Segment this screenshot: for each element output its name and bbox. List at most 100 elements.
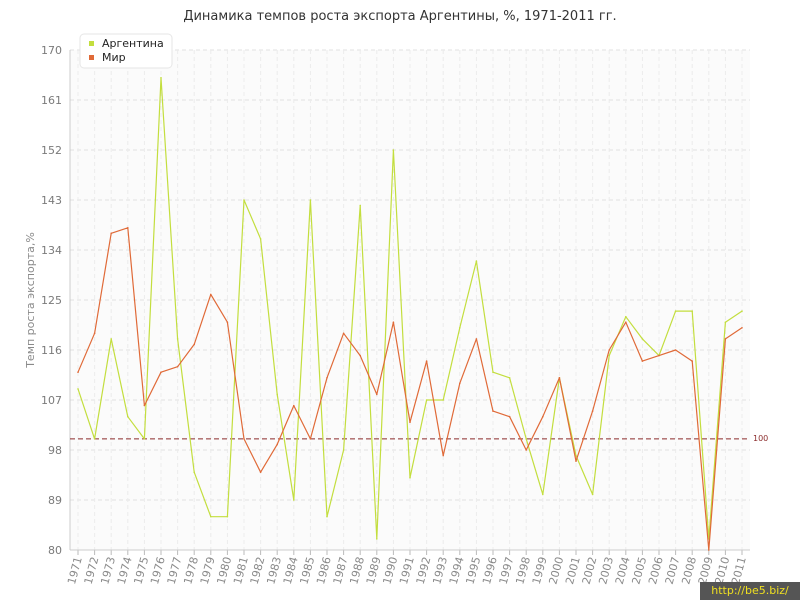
data-point-series-2 — [475, 338, 478, 340]
data-point-series-1 — [741, 310, 743, 312]
y-tick-label: 125 — [41, 294, 62, 307]
data-point-series-1 — [575, 454, 577, 457]
grid — [70, 49, 750, 551]
data-point-series-1 — [492, 371, 494, 374]
data-point-series-1 — [259, 238, 262, 240]
data-point-series-1 — [608, 354, 610, 357]
data-point-series-1 — [591, 493, 594, 496]
data-point-series-1 — [127, 415, 129, 418]
data-point-series-2 — [558, 376, 561, 379]
data-point-series-2 — [409, 421, 411, 424]
data-point-series-2 — [442, 454, 445, 457]
y-tick-label: 170 — [41, 44, 62, 57]
data-point-series-1 — [193, 471, 195, 474]
data-point-series-1 — [425, 399, 428, 401]
data-point-series-2 — [193, 343, 195, 346]
y-tick-label: 107 — [41, 394, 62, 407]
y-tick-label: 98 — [48, 444, 62, 457]
y-axis-label: Темп роста экспорта,% — [24, 232, 37, 369]
data-point-series-2 — [127, 226, 129, 229]
data-point-series-2 — [143, 404, 146, 407]
legend-box — [79, 33, 173, 69]
y-tick-label: 161 — [41, 94, 62, 107]
data-point-series-2 — [226, 321, 229, 324]
data-point-series-2 — [575, 460, 577, 462]
data-point-series-1 — [160, 76, 162, 79]
data-point-series-1 — [691, 310, 693, 312]
data-point-series-1 — [376, 538, 378, 540]
data-point-series-1 — [77, 388, 79, 390]
data-point-series-2 — [359, 354, 362, 357]
data-point-series-2 — [542, 415, 544, 418]
data-point-series-2 — [525, 449, 527, 451]
data-point-series-2 — [342, 332, 345, 335]
series-group — [77, 76, 743, 551]
data-point-series-1 — [276, 393, 279, 396]
watermark[interactable]: http://be5.biz/ — [700, 582, 800, 600]
data-point-series-2 — [210, 293, 212, 296]
data-point-series-2 — [309, 438, 312, 440]
data-point-series-2 — [691, 360, 693, 362]
data-point-series-1 — [525, 438, 527, 440]
y-tick-label: 80 — [48, 544, 62, 557]
data-point-series-1 — [226, 515, 229, 518]
data-point-series-2 — [625, 321, 627, 324]
data-point-series-1 — [110, 338, 112, 340]
data-point-series-2 — [425, 360, 428, 362]
data-point-series-2 — [392, 321, 395, 324]
data-point-series-2 — [276, 443, 279, 446]
legend-swatch — [89, 41, 94, 46]
data-point-series-2 — [708, 549, 710, 551]
data-point-series-1 — [674, 310, 677, 312]
data-point-series-1 — [309, 199, 312, 201]
data-point-series-2 — [459, 382, 461, 385]
data-point-series-2 — [724, 338, 727, 340]
data-point-series-2 — [508, 415, 511, 418]
data-point-series-2 — [641, 360, 644, 362]
data-point-series-1 — [359, 204, 362, 207]
data-point-series-1 — [293, 499, 295, 501]
data-point-series-1 — [392, 149, 395, 151]
data-point-series-1 — [625, 315, 627, 318]
data-point-series-1 — [442, 399, 445, 401]
data-point-series-1 — [475, 260, 478, 262]
data-point-series-1 — [93, 438, 96, 440]
data-point-series-2 — [259, 471, 262, 474]
data-point-series-1 — [326, 515, 328, 518]
y-tick-label: 134 — [41, 244, 62, 257]
data-point-series-1 — [143, 438, 146, 440]
data-point-series-1 — [409, 476, 411, 479]
data-point-series-2 — [293, 404, 295, 407]
data-point-series-1 — [459, 326, 461, 329]
data-point-series-2 — [591, 410, 594, 412]
y-tick-label: 152 — [41, 144, 62, 157]
legend-item-label: Аргентина — [102, 37, 164, 50]
data-point-series-1 — [724, 321, 727, 324]
data-point-series-2 — [741, 326, 743, 329]
data-point-series-1 — [176, 338, 179, 340]
data-point-series-2 — [93, 332, 96, 335]
data-point-series-2 — [77, 371, 79, 374]
data-point-series-1 — [342, 449, 345, 451]
data-point-series-2 — [608, 349, 610, 351]
data-point-series-1 — [641, 338, 644, 340]
data-point-series-2 — [376, 393, 378, 396]
data-point-series-2 — [492, 410, 494, 412]
data-point-series-1 — [508, 376, 511, 379]
chart-title: Динамика темпов роста экспорта Аргентины… — [183, 9, 617, 24]
data-point-series-2 — [326, 376, 328, 379]
y-tick-label: 89 — [48, 494, 62, 507]
reference-line-group: 100 — [70, 434, 768, 443]
data-point-series-1 — [210, 515, 212, 518]
data-point-series-2 — [658, 354, 660, 357]
y-tick-label: 143 — [41, 194, 62, 207]
reference-line-label: 100 — [753, 434, 768, 443]
data-point-series-2 — [243, 438, 245, 440]
legend-item-label: Мир — [102, 51, 126, 64]
y-tick-label: 116 — [41, 344, 62, 357]
data-point-series-1 — [542, 493, 544, 496]
legend-swatch — [89, 55, 94, 60]
data-point-series-1 — [243, 199, 245, 201]
